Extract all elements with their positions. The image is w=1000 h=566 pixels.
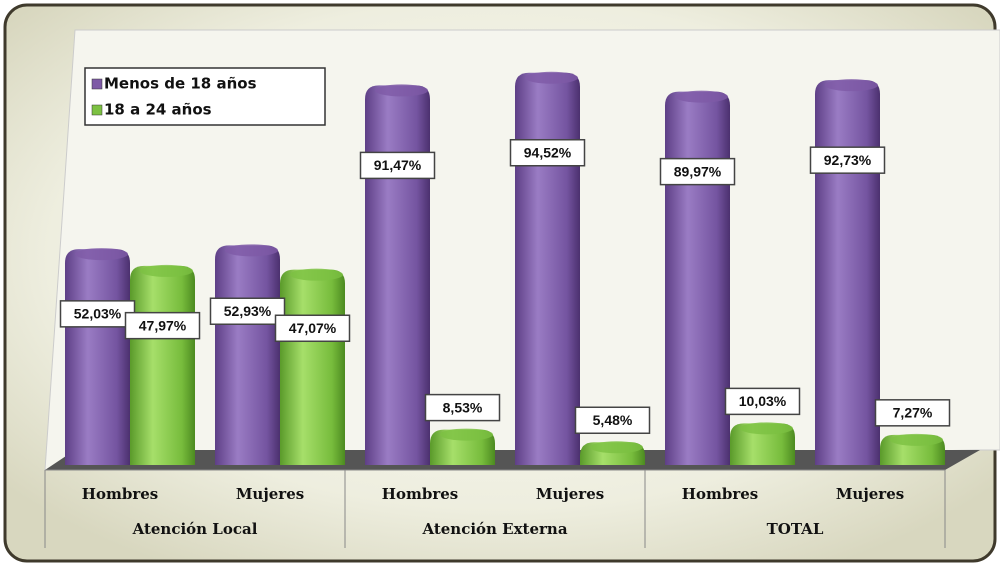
- x-tick-label: Mujeres: [536, 485, 604, 503]
- bar: [515, 72, 580, 465]
- value-label-box: [574, 406, 651, 435]
- bar-cap: [825, 79, 878, 92]
- bar: [215, 245, 280, 465]
- bar-cap: [75, 248, 128, 261]
- x-tick-label: Hombres: [382, 485, 458, 503]
- legend: [84, 67, 326, 126]
- legend-label: 18 a 24 años: [104, 101, 212, 119]
- bar: [130, 265, 195, 465]
- bar-cap: [890, 433, 943, 446]
- bar-cap: [290, 268, 343, 281]
- value-label: 8,53%: [443, 399, 483, 415]
- bar: [730, 423, 795, 465]
- value-label: 52,03%: [74, 306, 122, 322]
- value-label-box: [424, 393, 501, 422]
- value-label-box: [874, 399, 951, 427]
- bar: [65, 249, 130, 465]
- bar-cap: [675, 90, 728, 103]
- value-label: 91,47%: [374, 157, 422, 173]
- value-label: 10,03%: [739, 393, 787, 409]
- bar-cap: [590, 441, 643, 454]
- value-label: 89,97%: [674, 163, 722, 179]
- bar-cap: [225, 244, 278, 257]
- bar: [665, 91, 730, 465]
- value-label-box: [724, 387, 801, 416]
- value-label-box: [274, 314, 351, 343]
- value-label-box: [659, 157, 736, 186]
- group-label: Atención Externa: [421, 520, 567, 538]
- x-tick-label: Mujeres: [836, 485, 904, 503]
- bar-cap: [525, 71, 578, 84]
- bar-cap: [740, 422, 793, 435]
- x-tick-label: Hombres: [682, 485, 758, 503]
- value-label: 7,27%: [893, 405, 933, 421]
- bar-cap: [140, 264, 193, 277]
- value-label: 47,07%: [289, 320, 337, 336]
- value-label: 47,97%: [139, 317, 187, 333]
- legend-marker: [91, 104, 103, 116]
- x-tick-label: Hombres: [82, 485, 158, 503]
- value-label-box: [509, 138, 586, 167]
- value-label: 92,73%: [824, 152, 872, 168]
- bar-cap: [440, 428, 493, 441]
- bar: [365, 85, 430, 465]
- value-label: 52,93%: [224, 303, 272, 319]
- legend-marker: [91, 78, 103, 90]
- value-label-box: [124, 311, 201, 340]
- bar: [280, 269, 345, 465]
- value-label-box: [809, 146, 886, 174]
- value-label-box: [209, 297, 286, 325]
- value-label-box: [359, 151, 436, 180]
- legend-label: Menos de 18 años: [104, 75, 257, 93]
- group-label: Atención Local: [132, 520, 258, 538]
- bar-cap: [375, 84, 428, 97]
- value-label: 5,48%: [593, 412, 633, 428]
- x-tick-label: Mujeres: [236, 485, 304, 503]
- bar: [815, 80, 880, 465]
- value-label: 94,52%: [524, 144, 572, 160]
- group-label: TOTAL: [767, 520, 824, 538]
